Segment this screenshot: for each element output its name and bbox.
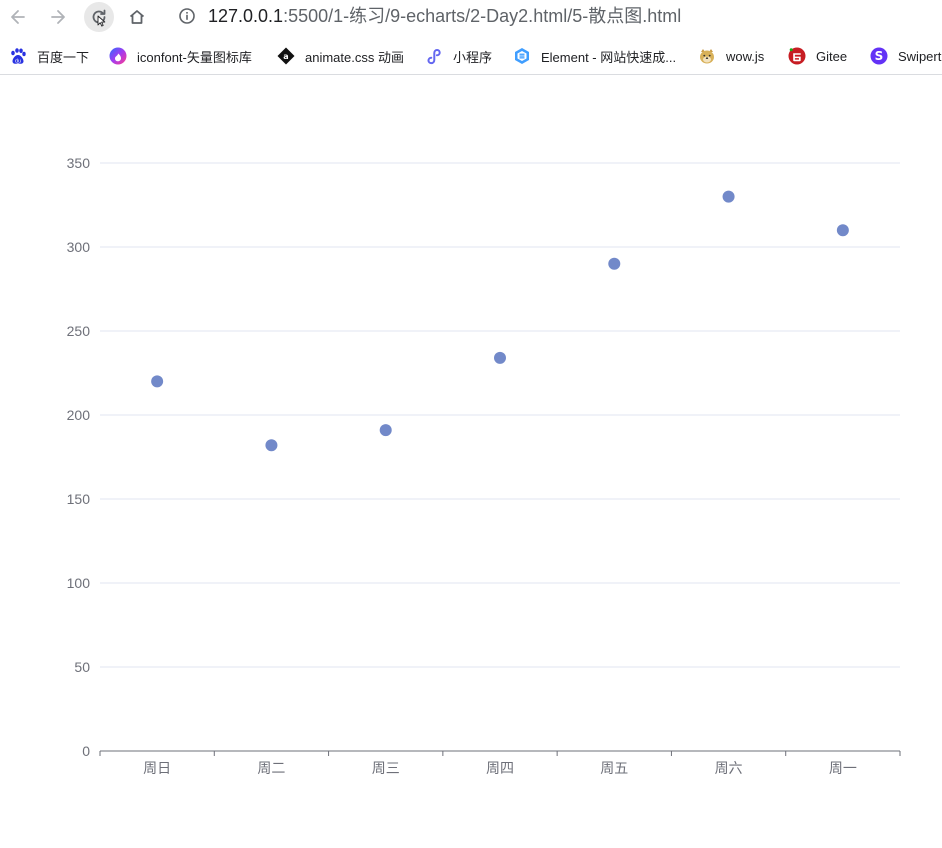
y-tick-label: 250 xyxy=(67,323,91,339)
animate-icon: a xyxy=(277,47,295,65)
gitee-icon xyxy=(788,47,806,65)
y-tick-label: 150 xyxy=(67,491,91,507)
url-path: :5500/1-练习/9-echarts/2-Day2.html/5-散点图.h… xyxy=(283,6,682,26)
x-tick-label: 周六 xyxy=(715,760,743,776)
y-tick-label: 300 xyxy=(67,239,91,255)
bookmark-iconfont[interactable]: iconfont-矢量图标库 xyxy=(109,45,252,67)
scatter-point[interactable] xyxy=(379,424,392,437)
y-tick-label: 350 xyxy=(67,155,91,171)
bookmark-label: Swipert xyxy=(898,48,942,64)
forward-button[interactable] xyxy=(43,2,73,32)
y-tick-label: 200 xyxy=(67,407,91,423)
miniprogram-icon xyxy=(425,47,443,65)
scatter-point[interactable] xyxy=(494,351,506,364)
scatter-point[interactable] xyxy=(722,190,735,203)
y-axis-labels: 0 50 100 150 200 250 300 350 xyxy=(67,155,91,759)
bookmark-label: 小程序 xyxy=(453,49,493,65)
bookmark-label: 百度一下 xyxy=(37,49,90,65)
swiper-icon: S xyxy=(870,47,888,65)
element-icon xyxy=(513,47,531,65)
svg-text:du: du xyxy=(15,58,21,64)
address-bar[interactable]: 127.0.0.1:5500/1-练习/9-echarts/2-Day2.htm… xyxy=(208,5,681,27)
grid-lines xyxy=(100,162,900,668)
reload-button[interactable] xyxy=(84,2,114,32)
svg-text:a: a xyxy=(283,52,288,61)
svg-text:S: S xyxy=(875,49,884,63)
bookmark-swiper[interactable]: S Swipert xyxy=(870,45,941,67)
x-tick-label: 周日 xyxy=(143,760,171,776)
x-axis xyxy=(99,750,901,756)
x-tick-label: 周二 xyxy=(257,760,285,776)
reload-icon xyxy=(89,7,109,27)
bookmark-label: animate.css 动画 xyxy=(305,49,404,65)
scatter-point[interactable] xyxy=(836,224,849,237)
bookmark-wowjs[interactable]: wow.js xyxy=(698,45,764,67)
scatter-points[interactable] xyxy=(151,190,849,452)
y-tick-label: 50 xyxy=(74,659,90,675)
back-arrow-icon xyxy=(8,7,28,27)
baidu-icon: du xyxy=(9,47,27,65)
forward-arrow-icon xyxy=(48,7,68,27)
bookmarks-bar: du 百度一下 iconfont-矢量图标库 a animate.css 动画 xyxy=(0,38,942,75)
bookmark-label: Element - 网站快速成... xyxy=(541,49,677,65)
scatter-point[interactable] xyxy=(265,439,278,452)
iconfont-icon xyxy=(109,47,127,65)
home-button[interactable] xyxy=(122,2,152,32)
browser-toolbar: 127.0.0.1:5500/1-练习/9-echarts/2-Day2.htm… xyxy=(0,0,942,34)
bookmark-miniprogram[interactable]: 小程序 xyxy=(425,45,492,67)
bookmark-label: Gitee xyxy=(816,48,848,64)
bookmark-element[interactable]: Element - 网站快速成... xyxy=(513,45,676,67)
x-tick-label: 周四 xyxy=(486,760,514,776)
info-icon[interactable] xyxy=(178,7,196,25)
y-tick-label: 0 xyxy=(82,743,90,759)
scatter-point[interactable] xyxy=(608,257,621,270)
x-axis-labels: 周日 周二 周三 周四 周五 周六 周一 xyxy=(143,760,857,776)
bookmark-baidu[interactable]: du 百度一下 xyxy=(9,45,89,67)
scatter-chart-container: 0 50 100 150 200 250 300 350 周日 周二 周三 周四 周五 周六 周一 xyxy=(0,75,942,848)
doge-icon xyxy=(698,47,716,65)
bookmark-label: wow.js xyxy=(726,48,765,64)
bookmark-gitee[interactable]: Gitee xyxy=(788,45,847,67)
x-tick-label: 周五 xyxy=(600,760,628,776)
scatter-point[interactable] xyxy=(151,375,164,388)
url-host: 127.0.0.1 xyxy=(208,6,284,26)
x-tick-label: 周一 xyxy=(829,760,857,776)
home-icon xyxy=(127,7,147,27)
bookmark-label: iconfont-矢量图标库 xyxy=(137,49,252,65)
back-button[interactable] xyxy=(3,2,33,32)
y-tick-label: 100 xyxy=(67,575,91,591)
scatter-chart[interactable]: 0 50 100 150 200 250 300 350 周日 周二 周三 周四 周五 周六 周一 xyxy=(0,75,942,848)
x-tick-label: 周三 xyxy=(372,760,400,776)
bookmark-animate[interactable]: a animate.css 动画 xyxy=(277,45,404,67)
